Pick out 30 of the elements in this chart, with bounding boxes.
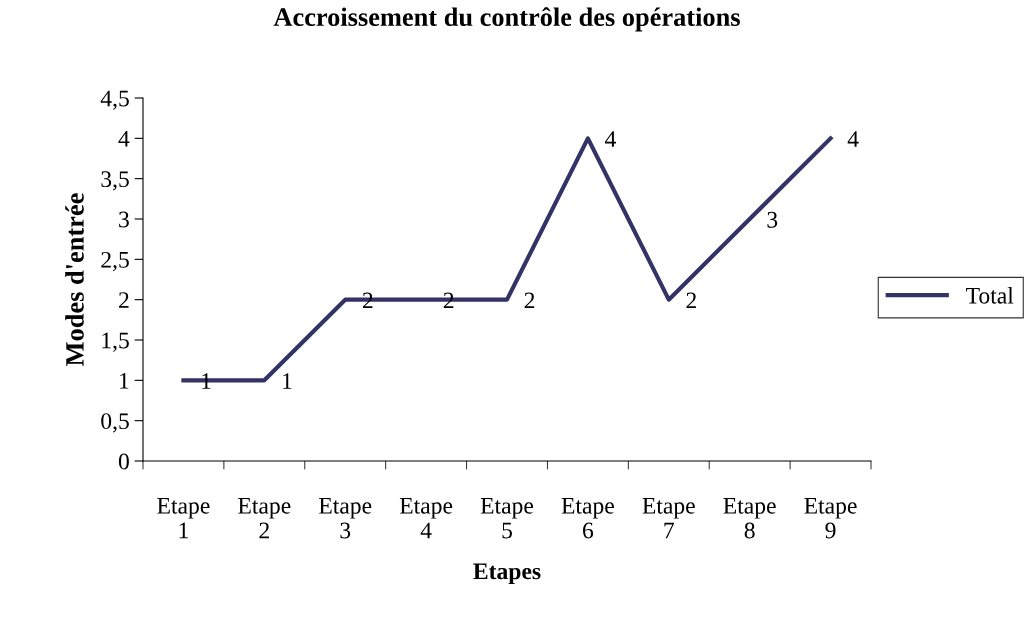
y-tick-label: 2,5 — [101, 251, 129, 272]
x-tick-label: Etape 2 — [238, 498, 291, 539]
chart-title: Accroissement du contrôle des opérations — [273, 7, 740, 32]
data-label: 2 — [686, 292, 696, 309]
x-tick-label: Etape 8 — [723, 498, 776, 539]
y-tick-label: 1 — [120, 372, 129, 389]
x-tick-label: Etape 1 — [157, 498, 210, 539]
x-tick-label: Etape 7 — [642, 498, 695, 539]
y-tick-label: 3 — [119, 211, 129, 228]
data-label: 2 — [524, 292, 535, 309]
x-tick-label: Etape 6 — [561, 498, 614, 539]
y-tick-label: 1,5 — [102, 332, 129, 352]
legend-label: Total — [966, 287, 1014, 304]
data-label: 4 — [605, 131, 616, 147]
data-label: 3 — [767, 211, 778, 228]
x-tick-label: Etape 3 — [319, 498, 372, 539]
x-tick-label: Etape 4 — [399, 498, 453, 539]
x-axis-title: Etapes — [473, 563, 541, 585]
y-tick-label: 2 — [119, 292, 129, 308]
y-tick-label: 4 — [118, 130, 130, 147]
y-tick-label: 0 — [118, 453, 129, 470]
y-axis-title: Modes d'entrée — [65, 193, 84, 366]
y-tick-label: 4,5 — [100, 90, 129, 110]
y-tick-label: 0,5 — [101, 413, 129, 433]
data-label: 4 — [847, 131, 859, 147]
data-label: 1 — [202, 373, 211, 389]
x-tick-label: Etape 9 — [804, 498, 857, 539]
y-tick-label: 3,5 — [101, 171, 129, 191]
data-label: 1 — [283, 373, 292, 389]
x-tick-label: Etape 5 — [480, 498, 534, 539]
